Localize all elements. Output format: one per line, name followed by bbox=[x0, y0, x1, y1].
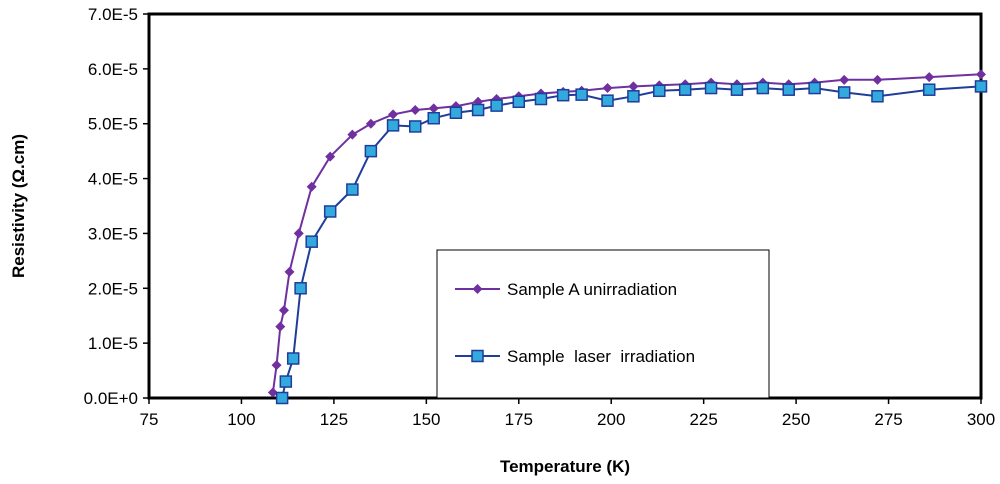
data-point-square bbox=[704, 81, 718, 95]
data-point-diamond bbox=[347, 129, 358, 140]
data-point-square bbox=[346, 183, 359, 196]
data-point-diamond bbox=[410, 105, 421, 115]
data-point-square bbox=[678, 83, 692, 96]
data-point-square bbox=[427, 111, 440, 125]
x-tick-label: 250 bbox=[782, 410, 810, 429]
data-point-square bbox=[408, 120, 422, 133]
data-point-square bbox=[449, 106, 463, 119]
legend-label-unirradiation: Sample A unirradiation bbox=[507, 280, 677, 299]
y-tick-label: 2.0E-5 bbox=[88, 279, 138, 298]
x-tick-label: 100 bbox=[227, 410, 255, 429]
data-point-square bbox=[974, 80, 988, 93]
x-tick-label: 125 bbox=[320, 410, 348, 429]
x-tick-label: 150 bbox=[412, 410, 440, 429]
data-point-diamond bbox=[602, 83, 613, 94]
x-tick-label: 200 bbox=[597, 410, 625, 429]
x-tick-label: 175 bbox=[505, 410, 533, 429]
y-tick-label: 6.0E-5 bbox=[88, 60, 138, 79]
x-tick-label: 75 bbox=[140, 410, 159, 429]
data-point-square bbox=[782, 83, 795, 96]
data-point-square bbox=[653, 84, 666, 98]
data-point-diamond bbox=[628, 81, 639, 92]
legend-box bbox=[436, 249, 770, 399]
data-point-square bbox=[756, 81, 770, 95]
y-tick-label: 0.0E+0 bbox=[84, 389, 138, 408]
data-point-diamond bbox=[293, 228, 304, 239]
data-point-diamond bbox=[284, 266, 295, 277]
x-tick-label: 225 bbox=[689, 410, 717, 429]
series-layer bbox=[267, 69, 988, 405]
data-point-square bbox=[922, 83, 936, 96]
data-point-diamond bbox=[275, 321, 286, 332]
y-tick-label: 4.0E-5 bbox=[88, 170, 138, 189]
data-point-square bbox=[871, 90, 884, 103]
y-tick-label: 5.0E-5 bbox=[88, 115, 138, 134]
x-axis-title: Temperature (K) bbox=[500, 457, 630, 476]
legend-marker-unirradiation bbox=[472, 284, 483, 294]
data-point-diamond bbox=[872, 74, 883, 85]
data-point-square bbox=[490, 99, 503, 112]
data-point-square bbox=[294, 282, 307, 295]
data-point-diamond bbox=[306, 181, 317, 192]
y-tick-label: 3.0E-5 bbox=[88, 224, 138, 243]
data-point-diamond bbox=[267, 387, 278, 398]
y-tick-label: 1.0E-5 bbox=[88, 334, 138, 353]
data-point-square bbox=[601, 94, 614, 107]
data-point-diamond bbox=[278, 305, 289, 316]
legend-label-irradiation: Sample laser irradiation bbox=[507, 347, 695, 366]
x-tick-label: 275 bbox=[874, 410, 902, 429]
data-point-square bbox=[286, 352, 300, 365]
data-point-square bbox=[575, 88, 588, 101]
data-point-diamond bbox=[428, 103, 439, 114]
data-point-diamond bbox=[839, 74, 850, 85]
data-point-square bbox=[534, 92, 548, 106]
y-axis: 0.0E+0 1.0E-5 2.0E-5 3.0E-5 4.0E-5 5.0E-5 6.0E… bbox=[84, 5, 149, 408]
data-point-square bbox=[279, 375, 293, 388]
y-axis-title: Resistivity (Ω.cm) bbox=[9, 134, 28, 278]
data-point-square bbox=[512, 95, 526, 109]
data-point-diamond bbox=[365, 118, 376, 129]
x-tick-label: 300 bbox=[967, 410, 995, 429]
legend: Sample A unirradiation Sample laser irra… bbox=[436, 249, 770, 399]
x-axis: 75 100 125 150 175 200 225 250 275 300 bbox=[140, 398, 995, 429]
data-point-square bbox=[808, 81, 821, 95]
data-point-square bbox=[323, 205, 337, 218]
data-point-square bbox=[386, 119, 400, 132]
legend-marker-irradiation bbox=[471, 349, 484, 363]
data-point-square bbox=[837, 86, 851, 99]
data-point-square bbox=[471, 103, 485, 117]
data-point-square bbox=[556, 88, 570, 102]
data-point-square bbox=[364, 144, 378, 158]
data-point-square bbox=[627, 90, 640, 103]
data-point-diamond bbox=[271, 360, 282, 371]
data-point-diamond bbox=[388, 109, 399, 120]
data-point-diamond bbox=[924, 72, 935, 83]
data-point-square bbox=[730, 83, 744, 96]
data-point-diamond bbox=[325, 151, 336, 162]
y-tick-label: 7.0E-5 bbox=[88, 5, 138, 24]
data-point-square bbox=[275, 391, 289, 405]
data-point-diamond bbox=[976, 69, 986, 80]
data-point-square bbox=[305, 235, 318, 248]
